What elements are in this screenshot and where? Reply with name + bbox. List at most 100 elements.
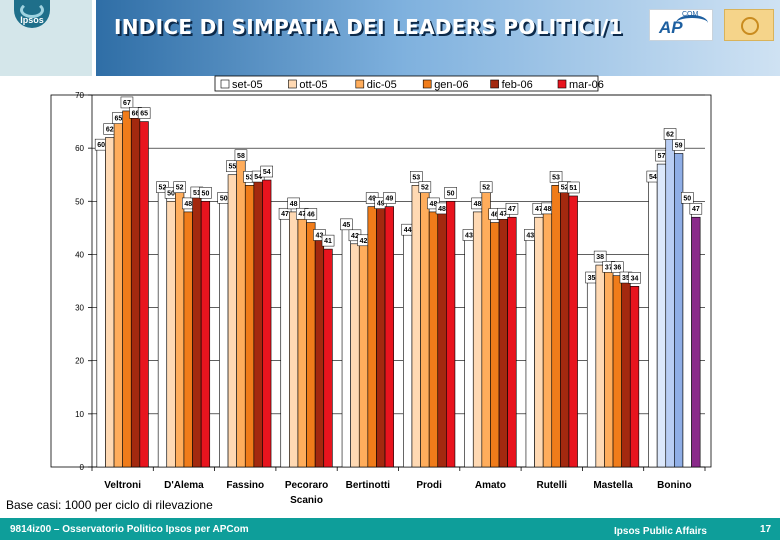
data-label-box (611, 261, 624, 273)
bar (542, 211, 553, 468)
data-label: 59 (675, 142, 683, 149)
y-tick-label: 60 (75, 144, 84, 153)
bar (472, 211, 483, 468)
data-label: 52 (482, 185, 490, 192)
bar (534, 216, 544, 468)
data-label: 50 (683, 195, 691, 202)
data-label: 49 (377, 201, 385, 208)
bar (113, 121, 123, 468)
data-label: 51 (569, 185, 577, 192)
bar (665, 137, 675, 468)
data-label: 35 (622, 275, 630, 282)
bar (612, 275, 622, 468)
data-label: 47 (508, 206, 516, 213)
bar (384, 206, 394, 468)
partner-emblem-icon (741, 17, 759, 35)
data-label: 50 (447, 190, 455, 197)
data-label-box (567, 181, 580, 194)
data-label: 60 (97, 142, 105, 149)
bar (314, 238, 325, 468)
data-label: 36 (613, 265, 621, 272)
x-tick-label: Bertinotti (346, 480, 391, 491)
data-label-box (410, 171, 423, 183)
data-label: 50 (167, 190, 175, 197)
legend-label: gen-06 (434, 79, 468, 91)
data-label: 67 (123, 100, 131, 107)
data-label-box (672, 139, 685, 151)
y-tick-label: 0 (80, 463, 85, 472)
data-label: 46 (307, 212, 315, 219)
data-label: 53 (552, 174, 560, 181)
bar (656, 163, 667, 468)
bar (629, 286, 640, 468)
bar (166, 200, 176, 468)
bar (403, 232, 413, 468)
legend-swatch (422, 79, 432, 89)
x-tick-label: Bonino (657, 480, 691, 491)
data-label: 65 (114, 116, 122, 123)
data-label: 49 (368, 196, 376, 203)
data-label-box (137, 107, 151, 119)
data-label: 52 (159, 185, 167, 192)
bar (244, 185, 255, 468)
data-label: 43 (316, 232, 324, 239)
legend-label: dic-05 (367, 79, 397, 91)
data-label: 47 (535, 206, 543, 213)
page-number: 17 (760, 524, 772, 535)
apcom-swoosh-icon (676, 15, 708, 31)
data-label: 48 (544, 206, 552, 213)
data-label: 48 (290, 201, 298, 208)
bar (253, 179, 263, 468)
data-label-box (120, 96, 134, 109)
x-tick-label: Prodi (416, 480, 442, 491)
bar (551, 185, 561, 468)
data-label: 58 (237, 153, 245, 160)
data-label: 37 (605, 264, 613, 271)
y-tick-label: 40 (75, 250, 84, 259)
footer-company: Ipsos Public Affairs (614, 526, 707, 537)
data-label-box (383, 192, 396, 204)
bar (507, 216, 517, 468)
y-tick-label: 50 (75, 197, 84, 206)
data-label: 48 (430, 201, 438, 208)
apcom-logo: AP COM (649, 9, 713, 41)
bar (297, 216, 307, 468)
y-tick-label: 70 (75, 91, 84, 100)
data-label: 44 (404, 227, 412, 234)
y-tick-label: 10 (75, 410, 84, 419)
bar (568, 195, 578, 468)
bar (691, 216, 701, 468)
bar (420, 190, 430, 468)
data-label: 55 (228, 164, 236, 171)
x-tick-label: Mastella (593, 480, 633, 491)
x-tick-label: Veltroni (104, 480, 141, 491)
y-tick-label: 30 (75, 304, 84, 313)
bar (192, 195, 202, 468)
bar (525, 238, 535, 468)
data-label-box (549, 171, 563, 183)
ipsos-swirl-icon (20, 2, 44, 18)
data-label: 47 (692, 206, 700, 213)
bar (323, 248, 333, 468)
data-label: 50 (202, 190, 210, 197)
bar (105, 137, 115, 468)
bar (175, 190, 185, 468)
bar (200, 200, 211, 468)
data-label: 54 (263, 169, 271, 176)
data-label: 47 (298, 211, 306, 218)
bar (341, 227, 351, 468)
data-label: 48 (474, 201, 482, 208)
bar (464, 238, 474, 468)
ipsos-logo: Ipsos (14, 0, 50, 28)
bar (648, 179, 658, 468)
legend-label: feb-06 (502, 79, 533, 91)
ipsos-logo-text: Ipsos (20, 15, 44, 25)
y-tick-label: 20 (75, 357, 84, 366)
data-label: 53 (246, 174, 254, 181)
legend-swatch (490, 79, 499, 89)
bar (227, 174, 237, 468)
data-label: 35 (588, 275, 596, 282)
footnote: Base casi: 1000 per ciclo di rilevazione (6, 498, 213, 512)
data-label: 46 (491, 212, 499, 219)
